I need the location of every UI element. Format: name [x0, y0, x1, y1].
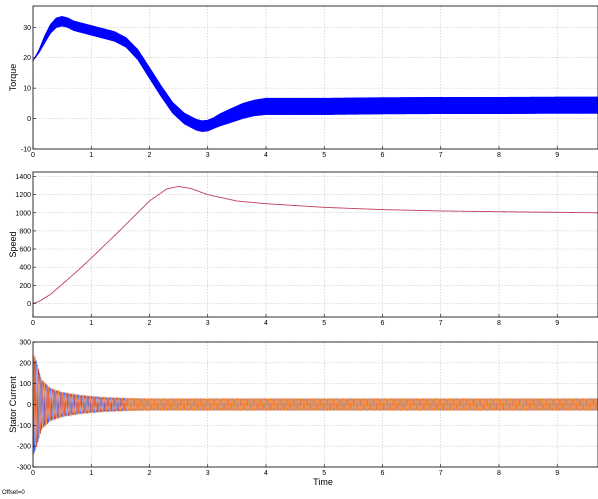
stator-current-x-tick-label: 7 — [439, 470, 443, 477]
stator-current-x-tick-label: 3 — [206, 470, 210, 477]
speed-x-tick-label: 9 — [555, 320, 559, 327]
torque-x-tick-label: 4 — [264, 152, 268, 159]
speed-x-tick-label: 8 — [497, 320, 501, 327]
stator-current-x-tick-label: 8 — [497, 470, 501, 477]
torque-x-tick-label: 2 — [148, 152, 152, 159]
stator-current-y-tick-label: 100 — [19, 381, 31, 388]
torque-y-tick-label: 10 — [23, 86, 31, 93]
stator-current-y-tick-label: -300 — [17, 465, 31, 472]
speed-y-tick-label: 1200 — [15, 192, 31, 199]
offset-text: Offset=0 — [2, 490, 25, 496]
stator-current-x-tick-label: 4 — [264, 470, 268, 477]
stator-current-y-tick-label: 0 — [27, 402, 31, 409]
torque-y-tick-label: -10 — [21, 147, 31, 154]
torque-x-tick-label: 0 — [31, 152, 35, 159]
speed-y-tick-label: 200 — [19, 283, 31, 290]
speed-x-tick-label: 1 — [89, 320, 93, 327]
torque-x-tick-label: 9 — [555, 152, 559, 159]
speed-x-tick-label: 3 — [206, 320, 210, 327]
speed-x-tick-label: 4 — [264, 320, 268, 327]
stator-current-steady-band — [126, 398, 598, 411]
speed-series — [32, 186, 598, 304]
stator-current-y-tick-label: 200 — [19, 360, 31, 367]
torque-x-tick-label: 3 — [206, 152, 210, 159]
stator-current-y-tick-label: -200 — [17, 444, 31, 451]
speed-y-tick-label: 600 — [19, 247, 31, 254]
stator-current-x-tick-label: 0 — [31, 470, 35, 477]
stator-current-x-tick-label: 2 — [148, 470, 152, 477]
speed-x-tick-label: 6 — [381, 320, 385, 327]
speed-y-axis-label: Speed — [8, 231, 18, 257]
speed-y-tick-label: 400 — [19, 265, 31, 272]
speed-y-tick-label: 0 — [27, 301, 31, 308]
speed-x-tick-label: 7 — [439, 320, 443, 327]
stator-current-panel: 0 1 2 3 4 5 6 7 8 9 -300 -200 -100 0 100 200 300 Stator … — [2, 340, 598, 496]
speed-x-tick-label: 2 — [148, 320, 152, 327]
stator-current-y-tick-label: -100 — [17, 423, 31, 430]
torque-x-tick-label: 7 — [439, 152, 443, 159]
speed-y-tick-label: 800 — [19, 228, 31, 235]
speed-panel: 0 1 2 3 4 5 6 7 8 9 0 200 400 600 800 1000 1200 1400 Spee… — [8, 171, 598, 327]
stator-current-x-tick-label: 6 — [381, 470, 385, 477]
speed-y-tick-label: 1400 — [15, 174, 31, 181]
speed-x-tick-label: 5 — [322, 320, 326, 327]
stator-current-y-axis-label: Stator Current — [8, 376, 18, 433]
torque-y-axis-label: Torque — [8, 64, 18, 92]
torque-y-tick-label: 30 — [23, 25, 31, 32]
torque-x-tick-label: 5 — [322, 152, 326, 159]
torque-x-tick-label: 1 — [89, 152, 93, 159]
stator-current-x-tick-label: 1 — [89, 470, 93, 477]
speed-x-tick-label: 0 — [31, 320, 35, 327]
time-x-axis-label: Time — [313, 477, 333, 487]
torque-x-tick-label: 8 — [497, 152, 501, 159]
torque-y-tick-label: 0 — [27, 116, 31, 123]
speed-y-tick-label: 1000 — [15, 210, 31, 217]
stator-current-x-tick-label: 9 — [555, 470, 559, 477]
torque-y-tick-label: 20 — [23, 55, 31, 62]
torque-x-tick-label: 6 — [381, 152, 385, 159]
stator-current-x-tick-label: 5 — [322, 470, 326, 477]
torque-ripple-trace — [32, 16, 598, 132]
stator-current-y-tick-label: 300 — [19, 340, 31, 347]
